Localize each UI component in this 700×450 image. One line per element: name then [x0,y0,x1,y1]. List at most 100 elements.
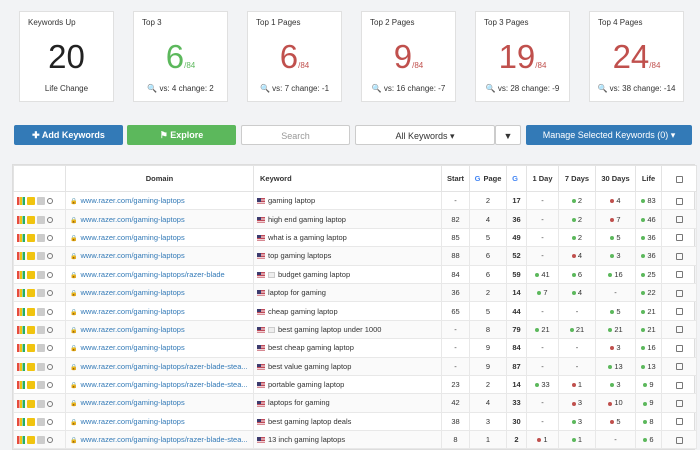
row-checkbox[interactable] [675,308,683,316]
edit-icon[interactable] [37,362,45,371]
search-input[interactable]: Search [241,125,350,145]
domain-cell[interactable]: 🔒 www.razer.com/gaming-laptops [65,190,254,211]
chart-icon[interactable] [17,436,25,445]
search-icon[interactable] [47,308,53,315]
search-icon[interactable] [47,271,53,278]
edit-icon[interactable] [37,252,45,261]
edit-icon[interactable] [37,270,45,279]
edit-icon[interactable] [37,307,45,316]
note-icon[interactable] [27,362,35,371]
row-checkbox[interactable] [675,197,683,205]
chart-icon[interactable] [17,344,25,353]
domain-cell[interactable]: 🔒 www.razer.com/gaming-laptops [65,301,254,321]
note-icon[interactable] [27,399,35,408]
row-checkbox[interactable] [675,418,683,426]
row-checkbox[interactable] [675,326,683,334]
col-7days[interactable]: 7 Days [558,165,596,192]
col-start[interactable]: Start [441,165,470,192]
chart-icon[interactable] [17,417,25,426]
edit-icon[interactable] [37,436,45,445]
row-checkbox[interactable] [675,344,683,352]
edit-icon[interactable] [37,344,45,353]
chart-icon[interactable] [17,381,25,390]
domain-cell[interactable]: 🔒 www.razer.com/gaming-laptops/razer-blad… [65,356,254,376]
chart-icon[interactable] [17,399,25,408]
all-keywords-dropdown[interactable]: All Keywords ▾ [355,125,495,145]
domain-cell[interactable]: 🔒 www.razer.com/gaming-laptops [65,411,254,432]
chart-icon[interactable] [17,233,25,242]
chart-icon[interactable] [17,197,25,206]
chart-icon[interactable] [17,215,25,224]
col-page[interactable]: G Page [469,165,507,192]
domain-cell[interactable]: 🔒 www.razer.com/gaming-laptops [65,319,254,340]
domain-cell[interactable]: 🔒 www.razer.com/gaming-laptops [65,227,254,248]
select-all-checkbox[interactable] [675,175,683,183]
note-icon[interactable] [27,252,35,261]
col-google[interactable]: G [506,165,527,192]
note-icon[interactable] [27,436,35,445]
search-icon[interactable] [47,363,53,370]
note-icon[interactable] [27,197,35,206]
domain-cell[interactable]: 🔒 www.razer.com/gaming-laptops [65,209,254,229]
filter-button[interactable]: ▼ [495,125,521,145]
edit-icon[interactable] [37,399,45,408]
search-icon[interactable] [47,382,53,389]
note-icon[interactable] [27,270,35,279]
search-icon[interactable] [47,437,53,444]
row-checkbox[interactable] [675,436,683,444]
edit-icon[interactable] [37,381,45,390]
row-checkbox[interactable] [675,216,683,224]
search-icon[interactable] [47,216,53,223]
col-life[interactable]: Life [635,165,662,192]
note-icon[interactable] [27,215,35,224]
chart-icon[interactable] [17,252,25,261]
search-icon[interactable] [47,345,53,352]
edit-icon[interactable] [37,289,45,298]
chart-icon[interactable] [17,362,25,371]
note-icon[interactable] [27,233,35,242]
row-checkbox[interactable] [675,234,683,242]
domain-cell[interactable]: 🔒 www.razer.com/gaming-laptops [65,282,254,303]
col-domain[interactable]: Domain [65,165,254,192]
search-icon[interactable] [47,326,53,333]
chart-icon[interactable] [17,307,25,316]
note-icon[interactable] [27,417,35,426]
note-icon[interactable] [27,307,35,316]
row-checkbox[interactable] [675,289,683,297]
row-checkbox[interactable] [675,271,683,279]
edit-icon[interactable] [37,233,45,242]
add-keywords-button[interactable]: ✚ Add Keywords [14,125,123,145]
manage-selected-keywords-button[interactable]: Manage Selected Keywords (0) ▾ [526,125,692,145]
domain-cell[interactable]: 🔒 www.razer.com/gaming-laptops/razer-blad… [65,264,254,284]
note-icon[interactable] [27,325,35,334]
col-keyword[interactable]: Keyword [253,165,442,192]
domain-cell[interactable]: 🔒 www.razer.com/gaming-laptops [65,246,254,266]
note-icon[interactable] [27,381,35,390]
domain-cell[interactable]: 🔒 www.razer.com/gaming-laptops/razer-blad… [65,430,254,450]
row-checkbox[interactable] [675,252,683,260]
edit-icon[interactable] [37,197,45,206]
note-icon[interactable] [27,289,35,298]
col-30days[interactable]: 30 Days [595,165,636,192]
search-icon[interactable] [47,400,53,407]
search-icon[interactable] [47,234,53,241]
search-icon[interactable] [47,253,53,260]
edit-icon[interactable] [37,417,45,426]
edit-icon[interactable] [37,215,45,224]
chart-icon[interactable] [17,270,25,279]
row-checkbox[interactable] [675,400,683,407]
domain-cell[interactable]: 🔒 www.razer.com/gaming-laptops/razer-blad… [65,374,254,395]
row-checkbox[interactable] [675,381,683,389]
col-1day[interactable]: 1 Day [526,165,559,192]
explore-button[interactable]: ⚑ Explore [127,125,236,145]
row-checkbox[interactable] [675,363,683,371]
domain-cell[interactable]: 🔒 www.razer.com/gaming-laptops [65,338,254,358]
chart-icon[interactable] [17,289,25,298]
chart-icon[interactable] [17,325,25,334]
note-icon[interactable] [27,344,35,353]
search-icon[interactable] [47,290,53,297]
search-icon[interactable] [47,418,53,425]
domain-cell[interactable]: 🔒 www.razer.com/gaming-laptops [65,393,254,413]
edit-icon[interactable] [37,325,45,334]
search-icon[interactable] [47,198,53,205]
